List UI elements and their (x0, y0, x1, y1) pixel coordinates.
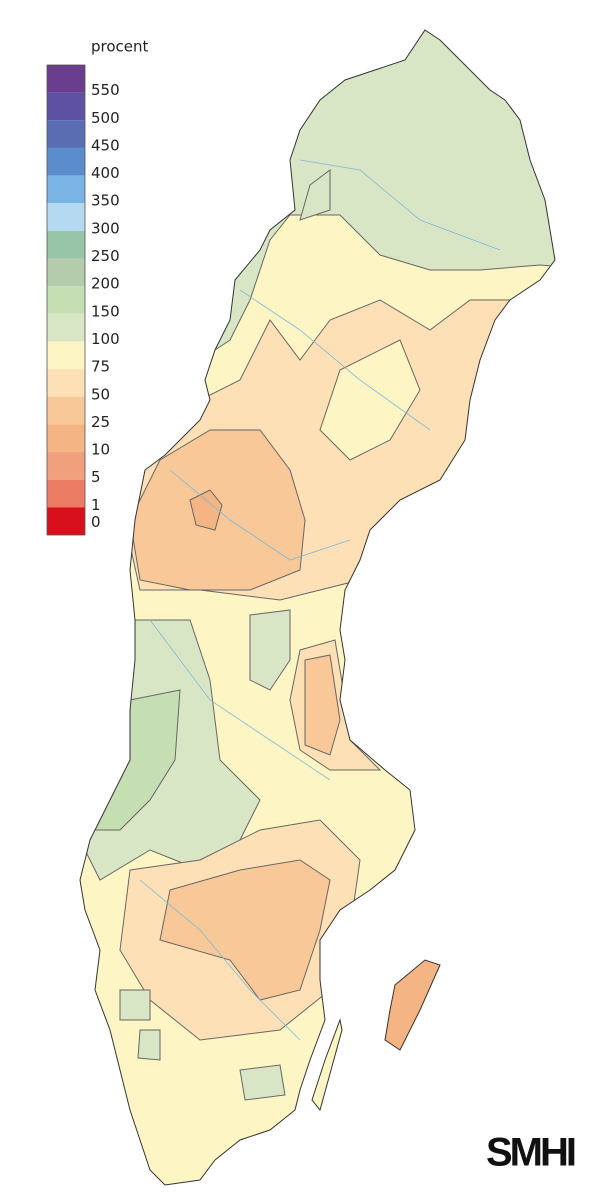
legend-swatch (47, 369, 85, 397)
legend-label: 25 (91, 413, 110, 431)
legend-swatch (47, 341, 85, 370)
legend-title: procent (91, 38, 149, 56)
legend-label: 500 (91, 109, 120, 127)
legend-swatch (47, 286, 85, 314)
legend-swatch (47, 203, 85, 231)
legend-label: 300 (91, 219, 120, 237)
logo: SMHI (486, 1131, 575, 1175)
legend-border (46, 64, 86, 536)
legend-swatch (47, 479, 85, 508)
legend-label: 0 (91, 513, 101, 531)
legend-swatch (47, 175, 85, 204)
legend: procent550500450400350300250200150100755… (46, 38, 149, 536)
legend-swatch (47, 452, 85, 480)
legend-swatch (47, 424, 85, 453)
legend-label: 1 (91, 496, 101, 514)
legend-label: 450 (91, 136, 120, 154)
legend-swatch (47, 258, 85, 287)
legend-swatch (47, 396, 85, 425)
legend-swatch (47, 147, 85, 176)
legend-swatch (47, 92, 85, 121)
legend-label: 50 (91, 385, 110, 403)
legend-label: 5 (91, 468, 101, 486)
legend-label: 250 (91, 247, 120, 265)
legend-label: 550 (91, 81, 120, 99)
legend-swatch (47, 65, 85, 93)
rivers (139, 159, 501, 1041)
legend-swatch (47, 120, 85, 148)
legend-label: 400 (91, 164, 120, 182)
legend-swatch (47, 313, 85, 342)
legend-label: 10 (91, 441, 110, 459)
legend-label: 150 (91, 302, 120, 320)
legend-label: 75 (91, 358, 110, 376)
legend-label: 100 (91, 330, 120, 348)
legend-swatch (47, 230, 85, 259)
legend-label: 200 (91, 275, 120, 293)
legend-label: 350 (91, 192, 120, 210)
legend-swatch (47, 507, 85, 535)
